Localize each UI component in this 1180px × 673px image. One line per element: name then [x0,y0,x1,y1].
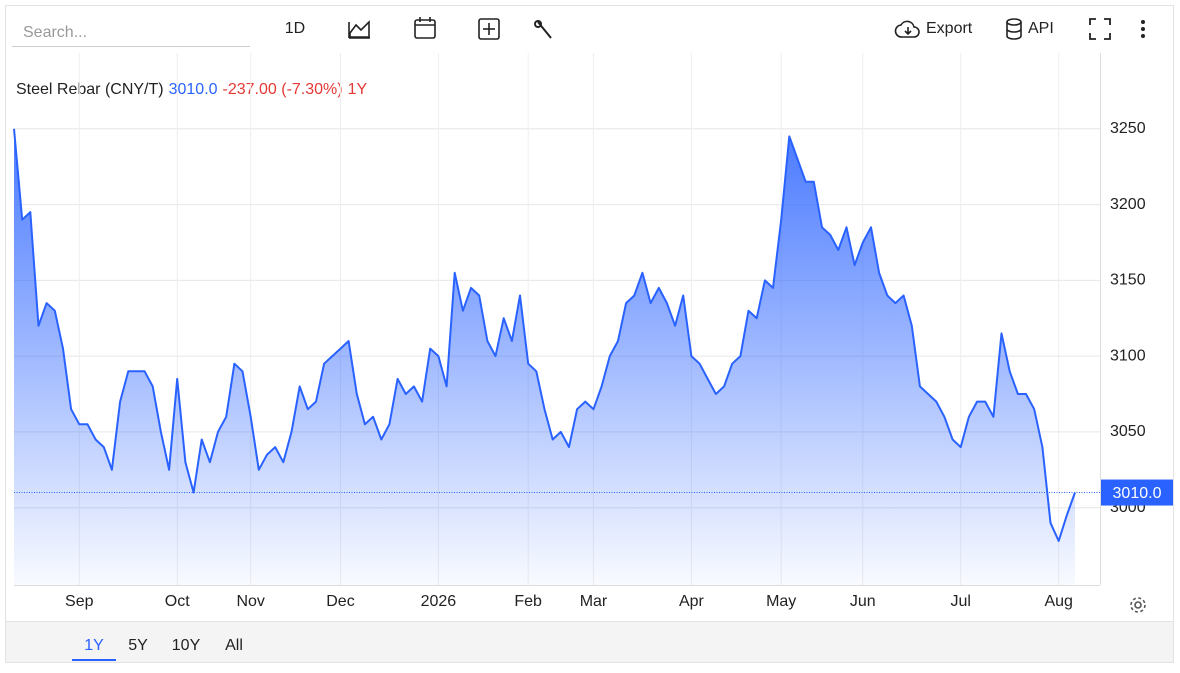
range-bar [6,622,1173,662]
y-tick-label: 3200 [1110,196,1146,213]
search-box[interactable]: Search... [23,24,87,41]
range-button[interactable]: 1Y [84,637,104,654]
compare-icon[interactable] [478,18,500,40]
interval-button[interactable]: 1D [285,20,305,37]
price-tag [1101,479,1173,506]
x-tick-label: Aug [1044,593,1072,610]
area [14,128,1075,586]
api-icon[interactable] [1006,18,1022,40]
range-button[interactable]: 5Y [128,637,148,654]
x-tick-label: Jun [850,593,876,610]
y-tick-label: 3100 [1110,347,1146,364]
price: 3010.0 [169,81,218,98]
x-tick-label: Mar [580,593,608,610]
tools-icon[interactable] [534,20,552,39]
x-tick-label: Feb [514,593,542,610]
range-underline [72,659,116,661]
calendar-icon[interactable] [414,17,436,39]
y-tick-label: 3250 [1110,120,1146,137]
x-tick-label: Nov [236,593,264,610]
line [13,128,1076,542]
export-icon[interactable] [894,20,920,38]
y-tick-label: 3150 [1110,272,1146,289]
x-tick-label: Oct [165,593,190,610]
x-tick-label: Apr [679,593,705,610]
x-tick-label: Sep [65,593,94,610]
price-tag-label: 3010.0 [1113,485,1162,502]
x-tick-label: Dec [326,593,354,610]
x-tick-label: Jul [951,593,971,610]
menu-icon[interactable] [1141,20,1145,38]
range-button[interactable]: 10Y [172,637,201,654]
instrument-name: Steel Rebar (CNY/T) [16,81,164,98]
chart-type-icon[interactable] [348,20,370,39]
export-button[interactable]: Export [926,20,973,37]
range-button[interactable]: All [225,637,243,654]
api-button[interactable]: API [1028,20,1054,37]
range: 1Y [348,81,368,98]
settings-icon[interactable] [1130,597,1146,613]
price-change: -237.00 (-7.30%) [223,81,343,98]
range-selector: 1Y 5Y 10Y All [72,637,243,661]
x-tick-label: May [766,593,796,610]
y-tick-label: 3050 [1110,423,1146,440]
x-tick-label: 2026 [421,593,457,610]
fullscreen-icon[interactable] [1089,18,1111,40]
